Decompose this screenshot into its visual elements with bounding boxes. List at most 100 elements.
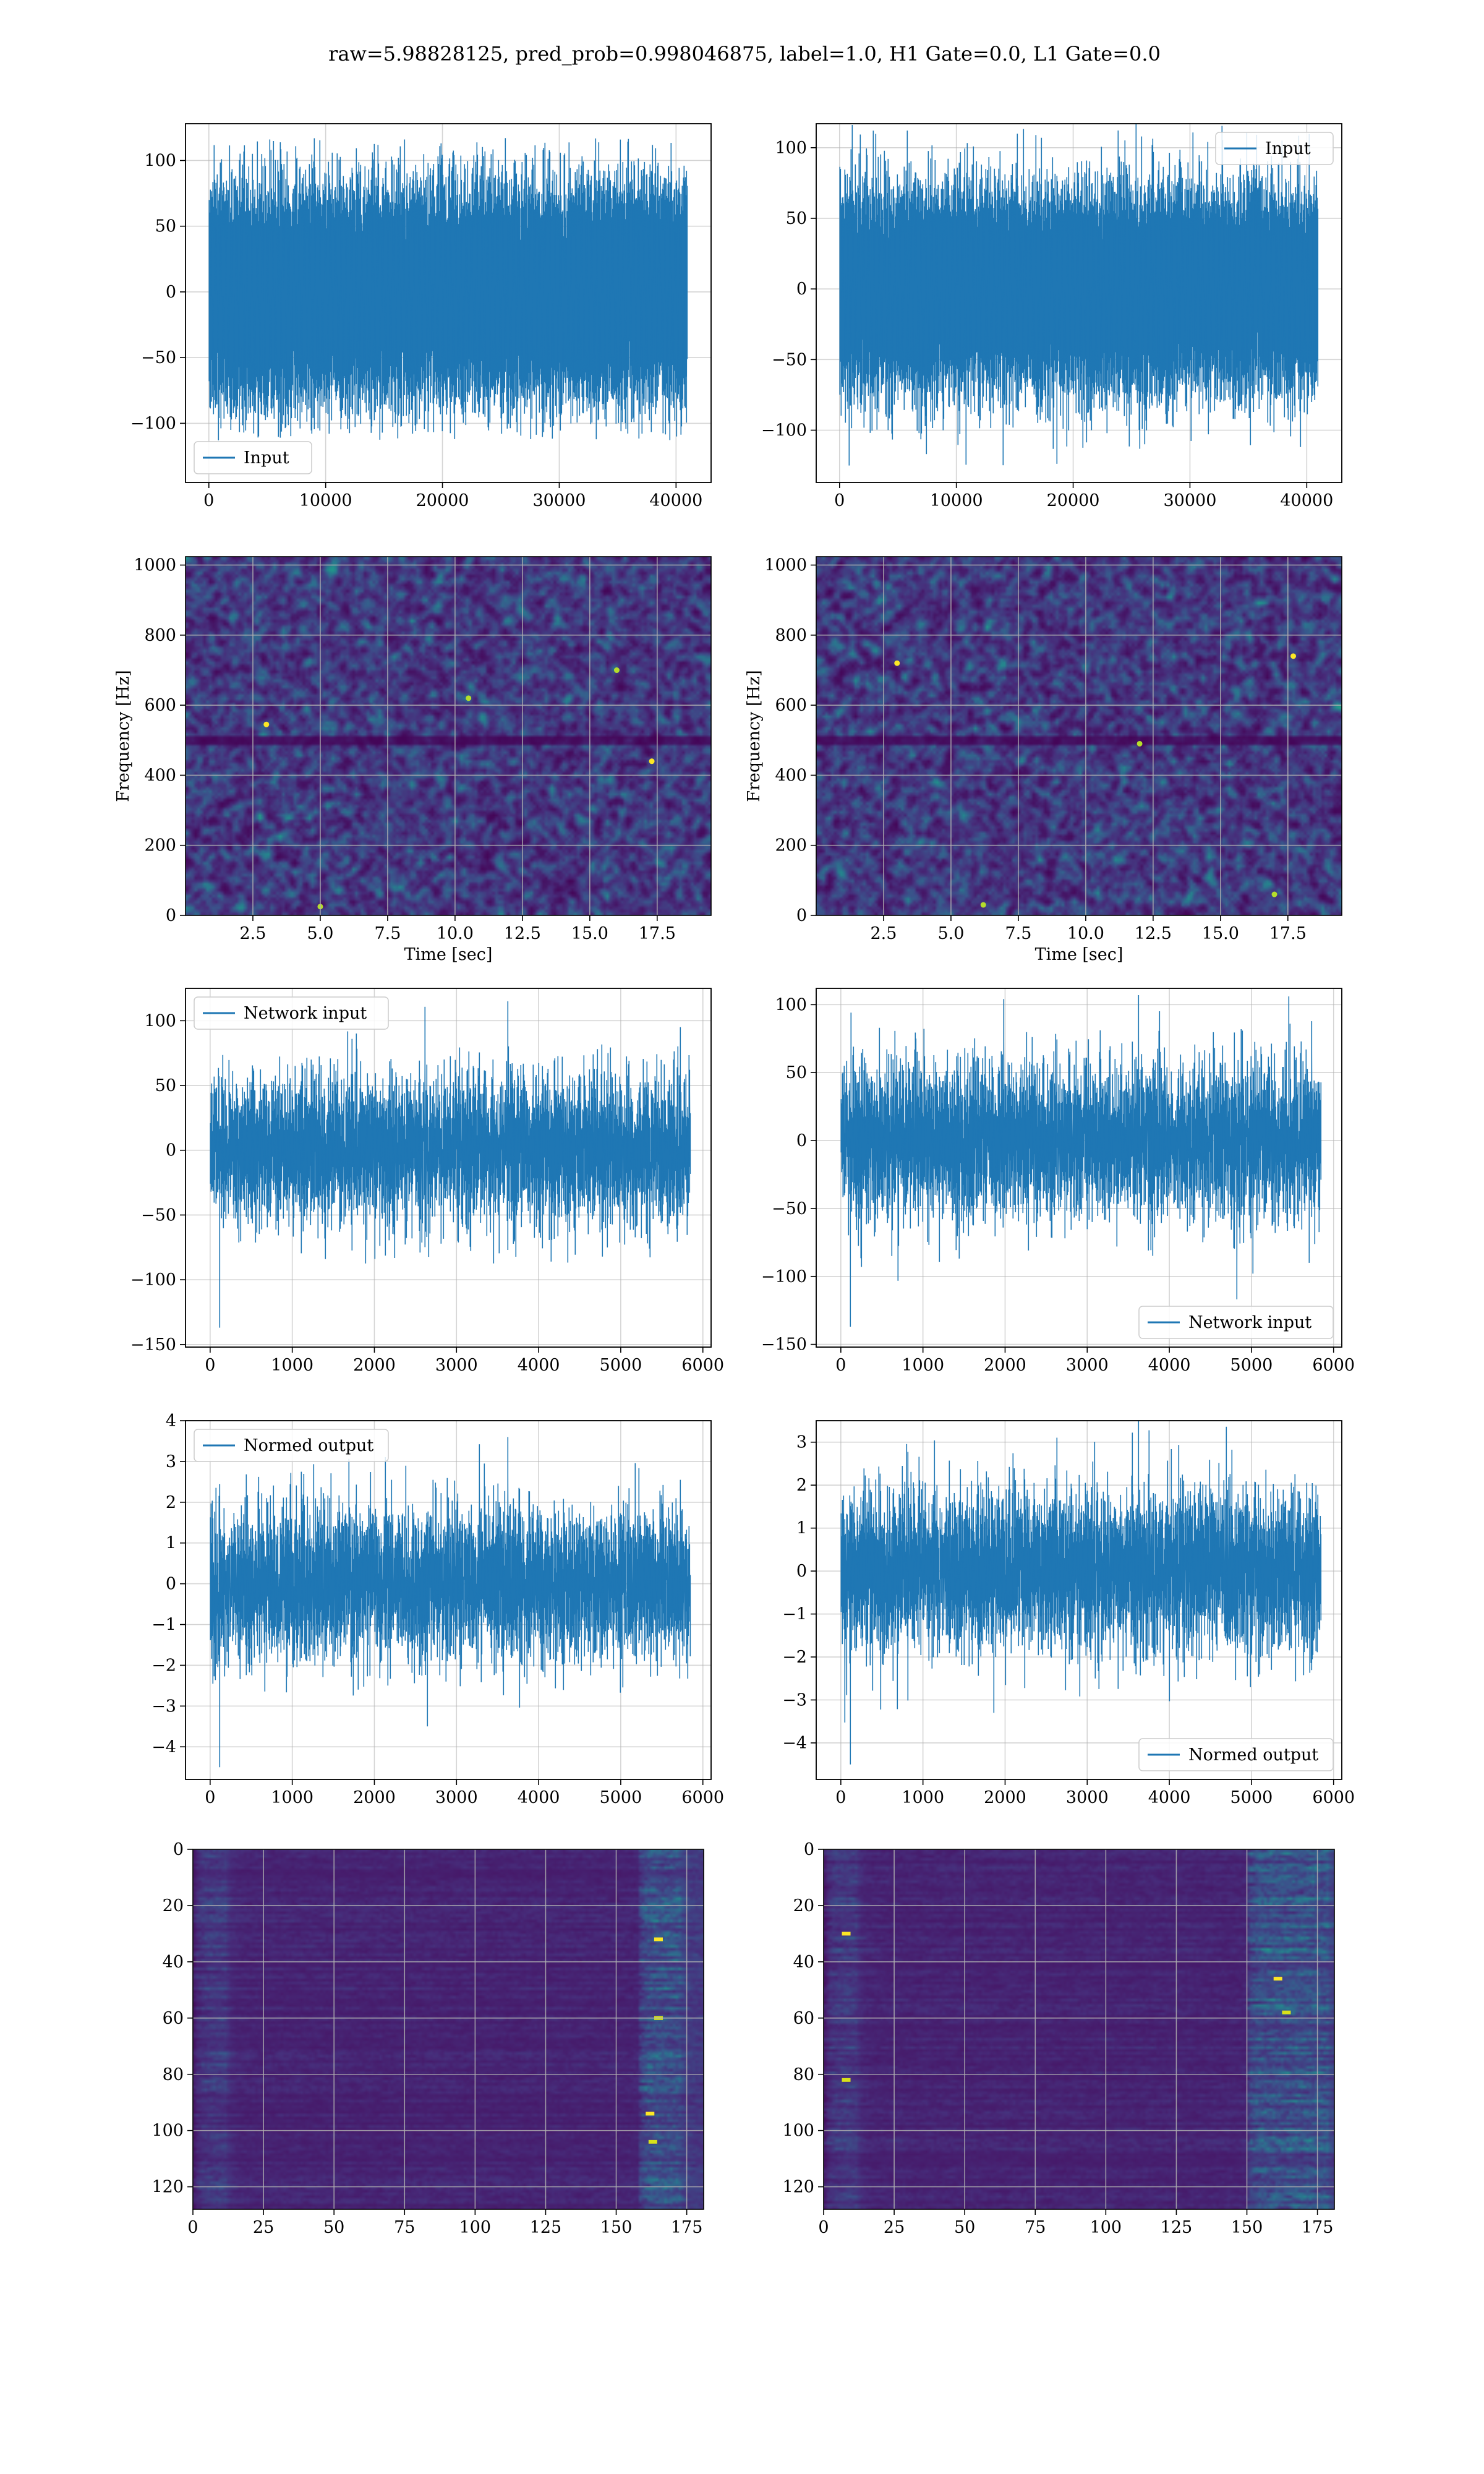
r4l-ytick-label-8: 4 — [166, 1411, 176, 1431]
r2l-xtick-label-0: 2.5 — [239, 924, 266, 943]
r3r-plot-area — [840, 995, 1322, 1327]
r2l-hotspot-3 — [649, 758, 655, 764]
r3r-ytick-label-1: −100 — [761, 1267, 807, 1286]
subplot-r1r: 0 10000 20000 30000 40000 −100 −50 0 50 100 Input — [761, 123, 1342, 510]
r5l-ytick-label-2: 40 — [163, 1953, 184, 1972]
r2r-ytick-label-0: 0 — [796, 906, 807, 925]
r1l-legend-box — [194, 441, 312, 474]
r4r-legend: Normed output — [1138, 1738, 1334, 1771]
subplot-r5l: 0 25 50 75 100 125 150 175 0 20 40 60 80 100 120 — [151, 1840, 704, 2237]
r5r-xtick-label-1: 25 — [884, 2218, 905, 2237]
r4l-xtick-label-6: 6000 — [681, 1788, 724, 1807]
r4r-xtick-label-4: 4000 — [1148, 1788, 1191, 1807]
r5r-ytick-label-0: 0 — [804, 1840, 814, 1859]
r2r-ytick-label-3: 600 — [775, 696, 807, 715]
r2l-spectrogram-image — [186, 557, 711, 915]
r4l-legend-box — [194, 1429, 389, 1462]
r4l-xtick-label-3: 3000 — [435, 1788, 478, 1807]
r4l-legend: Normed output — [194, 1429, 389, 1462]
r5l-hotspot-0 — [654, 1937, 663, 1941]
r5l-hotspot-2 — [646, 2112, 655, 2116]
r3r-xtick-label-4: 4000 — [1148, 1356, 1191, 1375]
r2r-ytick-label-4: 800 — [775, 626, 807, 645]
r1r-ytick-label-0: −100 — [761, 421, 807, 440]
r2l-hotspot-1 — [263, 721, 270, 727]
r1r-frame-top — [816, 123, 1342, 483]
r1l-ytick-label-2: 0 — [166, 283, 176, 302]
r2l-ytick-label-5: 1000 — [134, 556, 176, 575]
r3l-legend-box — [194, 996, 389, 1030]
r5l-xtick-label-4: 100 — [459, 2218, 492, 2237]
r1l-legend: Input — [194, 441, 312, 474]
r5r-activation-image — [824, 1849, 1334, 2209]
r4r-legend-box — [1138, 1738, 1334, 1771]
r3l-xtick-label-6: 6000 — [681, 1356, 724, 1375]
r2l-xtick-label-4: 12.5 — [504, 924, 541, 943]
r3l-xtick-label-3: 3000 — [435, 1356, 478, 1375]
r2l-xtick-label-5: 15.0 — [571, 924, 608, 943]
r1l-ytick-label-0: −100 — [130, 414, 176, 433]
r4r-ytick-label-4: 0 — [796, 1562, 807, 1581]
r4l-series-trace — [210, 1437, 691, 1708]
r2r-ytick-label-5: 1000 — [764, 556, 807, 575]
r1r-xtick-label-3: 30000 — [1163, 491, 1216, 510]
r5r-hotspot-2 — [842, 1932, 851, 1936]
r2l-ytick-label-2: 400 — [144, 766, 176, 785]
r4r-plot-area — [840, 1421, 1322, 1765]
subplot-r4l: 0 1000 2000 3000 4000 5000 6000 −4 −3 −2 −1 0 1 2 3 4 No… — [151, 1411, 724, 1807]
r2l-xlabel: Time [sec] — [404, 945, 493, 964]
r5r-hotspot-0 — [1273, 1977, 1282, 1981]
r5r-xtick-label-5: 125 — [1161, 2218, 1193, 2237]
r2r-xtick-label-5: 15.0 — [1202, 924, 1239, 943]
r3l-plot-area — [210, 1001, 691, 1328]
r4r-ytick-label-0: −4 — [782, 1734, 807, 1753]
r4r-ytick-label-2: −2 — [782, 1648, 807, 1667]
r5r-ytick-label-6: 120 — [782, 2178, 814, 2197]
r4r-ytick-label-5: 1 — [796, 1519, 807, 1538]
r3r-xtick-label-1: 1000 — [902, 1356, 944, 1375]
r2r-ytick-label-2: 400 — [775, 766, 807, 785]
r3l-legend: Network input — [194, 996, 389, 1030]
r2l-ytick-label-4: 800 — [144, 626, 176, 645]
r1r-ytick-label-1: −50 — [772, 350, 807, 369]
r2l-ytick-label-3: 600 — [144, 696, 176, 715]
r4r-xtick-label-5: 5000 — [1230, 1788, 1273, 1807]
r4l-frame-top — [185, 1420, 712, 1780]
r2r-hotspot-4 — [1136, 740, 1143, 747]
r2r-xlabel: Time [sec] — [1035, 945, 1124, 964]
r3l-ytick-label-5: 100 — [144, 1011, 176, 1030]
subplot-r2r: 2.5 5.0 7.5 10.0 12.5 15.0 17.5 0 200 400 600 800 10… — [744, 556, 1342, 964]
r3l-xtick-label-5: 5000 — [600, 1356, 642, 1375]
r5l-ytick-label-1: 20 — [163, 1896, 184, 1915]
r1r-xtick-label-0: 0 — [834, 491, 845, 510]
r5l-xtick-label-1: 25 — [253, 2218, 274, 2237]
r1r-legend: Input — [1215, 132, 1334, 165]
r4r-ytick-label-3: −1 — [782, 1605, 807, 1624]
r4r-xtick-label-2: 2000 — [984, 1788, 1026, 1807]
r2l-xtick-label-3: 10.0 — [437, 924, 474, 943]
r5l-hotspot-3 — [648, 2139, 657, 2144]
r1l-ytick-label-3: 50 — [155, 217, 176, 236]
r3l-ytick-label-4: 50 — [155, 1076, 176, 1095]
r4l-xtick-label-4: 4000 — [518, 1788, 560, 1807]
r4r-xtick-label-0: 0 — [835, 1788, 846, 1807]
r2l-ytick-label-1: 200 — [144, 836, 176, 855]
r3l-ytick-label-2: −50 — [141, 1205, 176, 1225]
r3r-series-trace — [840, 995, 1321, 1299]
r3r-xtick-label-0: 0 — [835, 1356, 846, 1375]
r4r-ytick-label-6: 2 — [796, 1476, 807, 1495]
r2r-hotspot-0 — [1271, 891, 1277, 897]
subplot-r1l: 0 10000 20000 30000 40000 −100 −50 0 50 100 Input — [130, 123, 712, 510]
r5l-xtick-label-5: 125 — [530, 2218, 562, 2237]
r2l-xtick-label-6: 17.5 — [639, 924, 676, 943]
r4l-ytick-label-0: −4 — [151, 1737, 176, 1757]
r1r-xtick-label-4: 40000 — [1280, 491, 1333, 510]
r5l-ytick-label-5: 100 — [151, 2121, 184, 2141]
r2r-ytick-label-1: 200 — [775, 836, 807, 855]
r4r-frame-top — [816, 1420, 1342, 1780]
r2r-ylabel: Frequency [Hz] — [744, 670, 764, 802]
r3l-frame-top — [185, 988, 712, 1348]
r4r-xtick-label-3: 3000 — [1066, 1788, 1109, 1807]
r5l-activation-image — [193, 1849, 704, 2209]
